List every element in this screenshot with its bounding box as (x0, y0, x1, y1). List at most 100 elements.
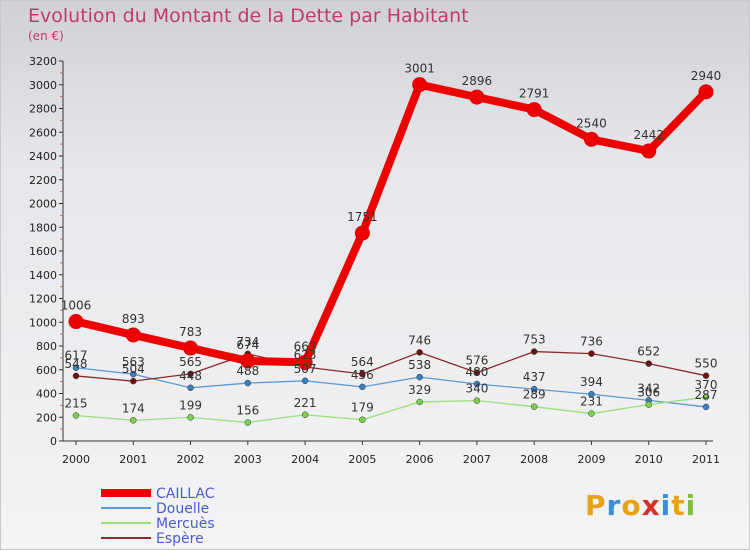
series-point-CAILLAC (641, 143, 657, 159)
series-point-Espère (359, 370, 366, 378)
data-label-Espère: 652 (637, 345, 660, 359)
x-tick-label: 2000 (62, 453, 90, 466)
y-tick-label: 3000 (29, 79, 57, 92)
data-label-Douelle: 448 (179, 369, 202, 383)
series-point-CAILLAC (583, 131, 599, 147)
series-point-Douelle (187, 384, 194, 392)
series-point-CAILLAC (240, 353, 256, 369)
series-point-Mercuès (187, 414, 194, 421)
y-tick-label: 200 (36, 411, 57, 424)
series-point-Douelle (72, 364, 80, 371)
x-tick-label: 2010 (635, 453, 663, 466)
logo-letter: P (585, 489, 607, 522)
series-line-Espère (75, 350, 707, 382)
series-point-Mercuès (130, 417, 137, 424)
x-tick-label: 2003 (234, 453, 262, 466)
x-tick-label: 2006 (406, 453, 434, 466)
legend-label-Mercuès: Mercuès (156, 516, 215, 532)
data-label-Douelle: 456 (351, 368, 374, 382)
data-label-Mercuès: 340 (465, 382, 488, 396)
data-label-Mercuès: 156 (236, 403, 259, 417)
data-label-CAILLAC: 2442 (633, 128, 664, 142)
x-tick-label: 2008 (520, 453, 548, 466)
series-point-CAILLAC (354, 225, 370, 241)
logo-letter: x (641, 489, 661, 522)
series-point-Espère (416, 349, 423, 356)
data-label-Espère: 623 (294, 348, 317, 362)
data-label-CAILLAC: 2896 (462, 74, 493, 88)
series-point-Mercuès (530, 403, 538, 410)
y-tick-label: 600 (36, 364, 57, 377)
series-point-Mercuès (359, 416, 366, 423)
series-point-Mercuès (72, 412, 80, 419)
series-point-CAILLAC (412, 77, 428, 93)
data-label-Mercuès: 329 (408, 383, 431, 397)
data-label-Mercuès: 179 (351, 401, 374, 415)
x-tick-label: 2005 (348, 453, 376, 466)
series-point-CAILLAC (698, 84, 714, 100)
logo-letter: o (621, 489, 642, 522)
series-point-Mercuès (588, 410, 595, 417)
series-point-Douelle (416, 373, 423, 381)
data-label-Douelle: 437 (523, 370, 546, 384)
data-label-Mercuès: 306 (637, 386, 660, 400)
logo-letter: t (671, 489, 686, 522)
y-tick-label: 2600 (29, 126, 57, 139)
series-point-Douelle (530, 385, 538, 393)
data-label-CAILLAC: 3001 (404, 62, 435, 76)
data-label-Douelle: 394 (580, 375, 603, 389)
series-point-Mercuès (301, 411, 309, 419)
y-tick-label: 1600 (29, 245, 57, 258)
y-tick-label: 2800 (29, 103, 57, 116)
logo-letter: i (685, 489, 697, 522)
data-label-Mercuès: 231 (580, 395, 603, 409)
series-point-Espère (187, 370, 194, 378)
data-label-Mercuès: 215 (65, 396, 88, 410)
proxiti-logo: Proxiti (585, 489, 696, 522)
series-point-Douelle (702, 403, 710, 411)
data-label-CAILLAC: 663 (294, 339, 317, 353)
x-tick-label: 2002 (177, 453, 205, 466)
y-tick-label: 1400 (29, 269, 57, 282)
data-label-Espère: 548 (65, 357, 88, 371)
series-point-Espère (130, 377, 137, 385)
series-point-CAILLAC (125, 327, 141, 343)
data-label-Espère: 576 (465, 354, 488, 368)
series-point-Douelle (588, 390, 595, 398)
series-point-Espère (72, 372, 80, 380)
data-label-Mercuès: 174 (122, 401, 145, 415)
y-tick-label: 2000 (29, 198, 57, 211)
y-tick-label: 1800 (29, 221, 57, 234)
series-point-Espère (588, 350, 595, 357)
series-point-Mercuès (473, 397, 481, 404)
x-tick-label: 2011 (692, 453, 720, 466)
series-point-Mercuès (645, 401, 652, 408)
y-tick-label: 0 (50, 435, 57, 448)
legend-label-CAILLAC: CAILLAC (156, 486, 215, 502)
x-tick-label: 2009 (577, 453, 605, 466)
data-label-Espère: 746 (408, 333, 431, 347)
data-label-Douelle: 507 (294, 362, 317, 376)
data-label-CAILLAC: 2540 (576, 116, 607, 130)
series-line-CAILLAC (72, 80, 710, 367)
data-label-Espère: 504 (122, 362, 145, 376)
legend-label-Espère: Espère (156, 531, 204, 547)
y-tick-label: 2400 (29, 150, 57, 163)
y-tick-label: 1200 (29, 293, 57, 306)
data-label-Douelle: 563 (122, 355, 145, 369)
data-label-Mercuès: 221 (294, 396, 317, 410)
data-label-Espère: 550 (695, 357, 718, 371)
series-point-Douelle (359, 383, 366, 391)
data-label-CAILLAC: 783 (179, 325, 202, 339)
data-label-CAILLAC: 893 (122, 312, 145, 326)
data-label-Espère: 753 (523, 333, 546, 347)
data-label-Mercuès: 289 (523, 388, 546, 402)
series-point-CAILLAC (469, 89, 485, 105)
data-label-CAILLAC: 1751 (347, 210, 378, 224)
data-label-CAILLAC: 674 (236, 338, 259, 352)
data-label-CAILLAC: 1006 (61, 299, 92, 313)
y-tick-label: 800 (36, 340, 57, 353)
series-point-Mercuès (702, 393, 710, 401)
